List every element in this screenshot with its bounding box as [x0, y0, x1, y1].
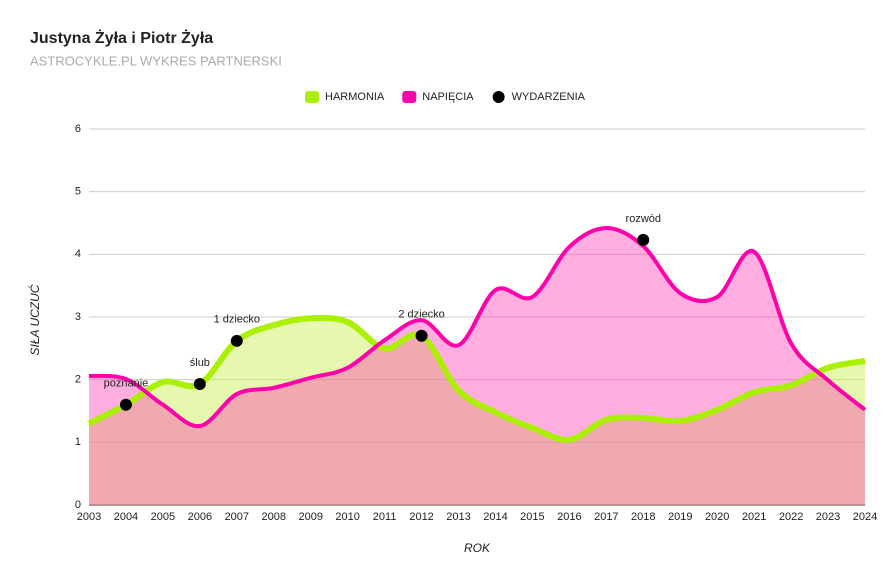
series-line	[88, 226, 867, 429]
x-tick-label: 2024	[853, 511, 877, 523]
y-axis-title: SIŁA UCZUĆ	[27, 284, 42, 355]
event-label: poznanie	[104, 378, 149, 390]
legend-swatch	[305, 91, 319, 103]
x-tick-label: 2011	[373, 511, 397, 523]
event-label: rozwód	[626, 213, 661, 225]
event-label: 1 dziecko	[214, 314, 260, 326]
event-point	[193, 378, 206, 391]
chart-subtitle: ASTROCYKLE.PL WYKRES PARTNERSKI	[30, 53, 282, 68]
legend-label: HARMONIA	[325, 91, 385, 103]
y-tick-label: 4	[75, 248, 81, 260]
legend-label: NAPIĘCIA	[422, 91, 474, 103]
x-tick-label: 2014	[483, 511, 507, 523]
event-label: ślub	[190, 357, 210, 369]
y-tick-label: 5	[75, 186, 81, 198]
x-tick-label: 2013	[446, 511, 470, 523]
event-label: 2 dziecko	[398, 309, 444, 321]
series-area	[89, 228, 865, 505]
x-axis-title: ROK	[464, 541, 491, 555]
x-tick-label: 2018	[631, 511, 655, 523]
event-point	[119, 398, 132, 411]
x-tick-label: 2007	[225, 511, 249, 523]
x-tick-label: 2020	[705, 511, 729, 523]
x-tick-label: 2010	[335, 511, 359, 523]
chart-title: Justyna Żyła i Piotr Żyła	[30, 29, 213, 47]
y-tick-label: 1	[75, 436, 81, 448]
series-line	[87, 314, 866, 443]
x-tick-label: 2012	[409, 511, 433, 523]
x-tick-label: 2006	[188, 511, 212, 523]
event-point	[415, 329, 428, 342]
x-tick-label: 2005	[151, 511, 175, 523]
x-tick-label: 2008	[262, 511, 286, 523]
y-tick-label: 6	[75, 123, 81, 135]
x-tick-label: 2004	[114, 511, 138, 523]
event-point	[230, 334, 243, 347]
x-tick-label: 2022	[779, 511, 803, 523]
y-tick-label: 0	[75, 499, 81, 511]
x-tick-label: 2003	[77, 511, 101, 523]
event-point	[637, 233, 650, 246]
legend-label: WYDARZENIA	[512, 91, 586, 103]
x-tick-label: 2019	[668, 511, 692, 523]
y-tick-label: 3	[75, 311, 81, 323]
x-tick-label: 2015	[520, 511, 544, 523]
x-tick-label: 2017	[594, 511, 618, 523]
legend-swatch	[402, 91, 417, 103]
series-area	[89, 317, 865, 505]
y-tick-label: 2	[75, 374, 81, 386]
legend-swatch	[492, 91, 505, 103]
x-tick-label: 2023	[816, 511, 840, 523]
x-tick-label: 2009	[298, 511, 322, 523]
x-tick-label: 2016	[557, 511, 581, 523]
x-tick-label: 2021	[742, 511, 766, 523]
